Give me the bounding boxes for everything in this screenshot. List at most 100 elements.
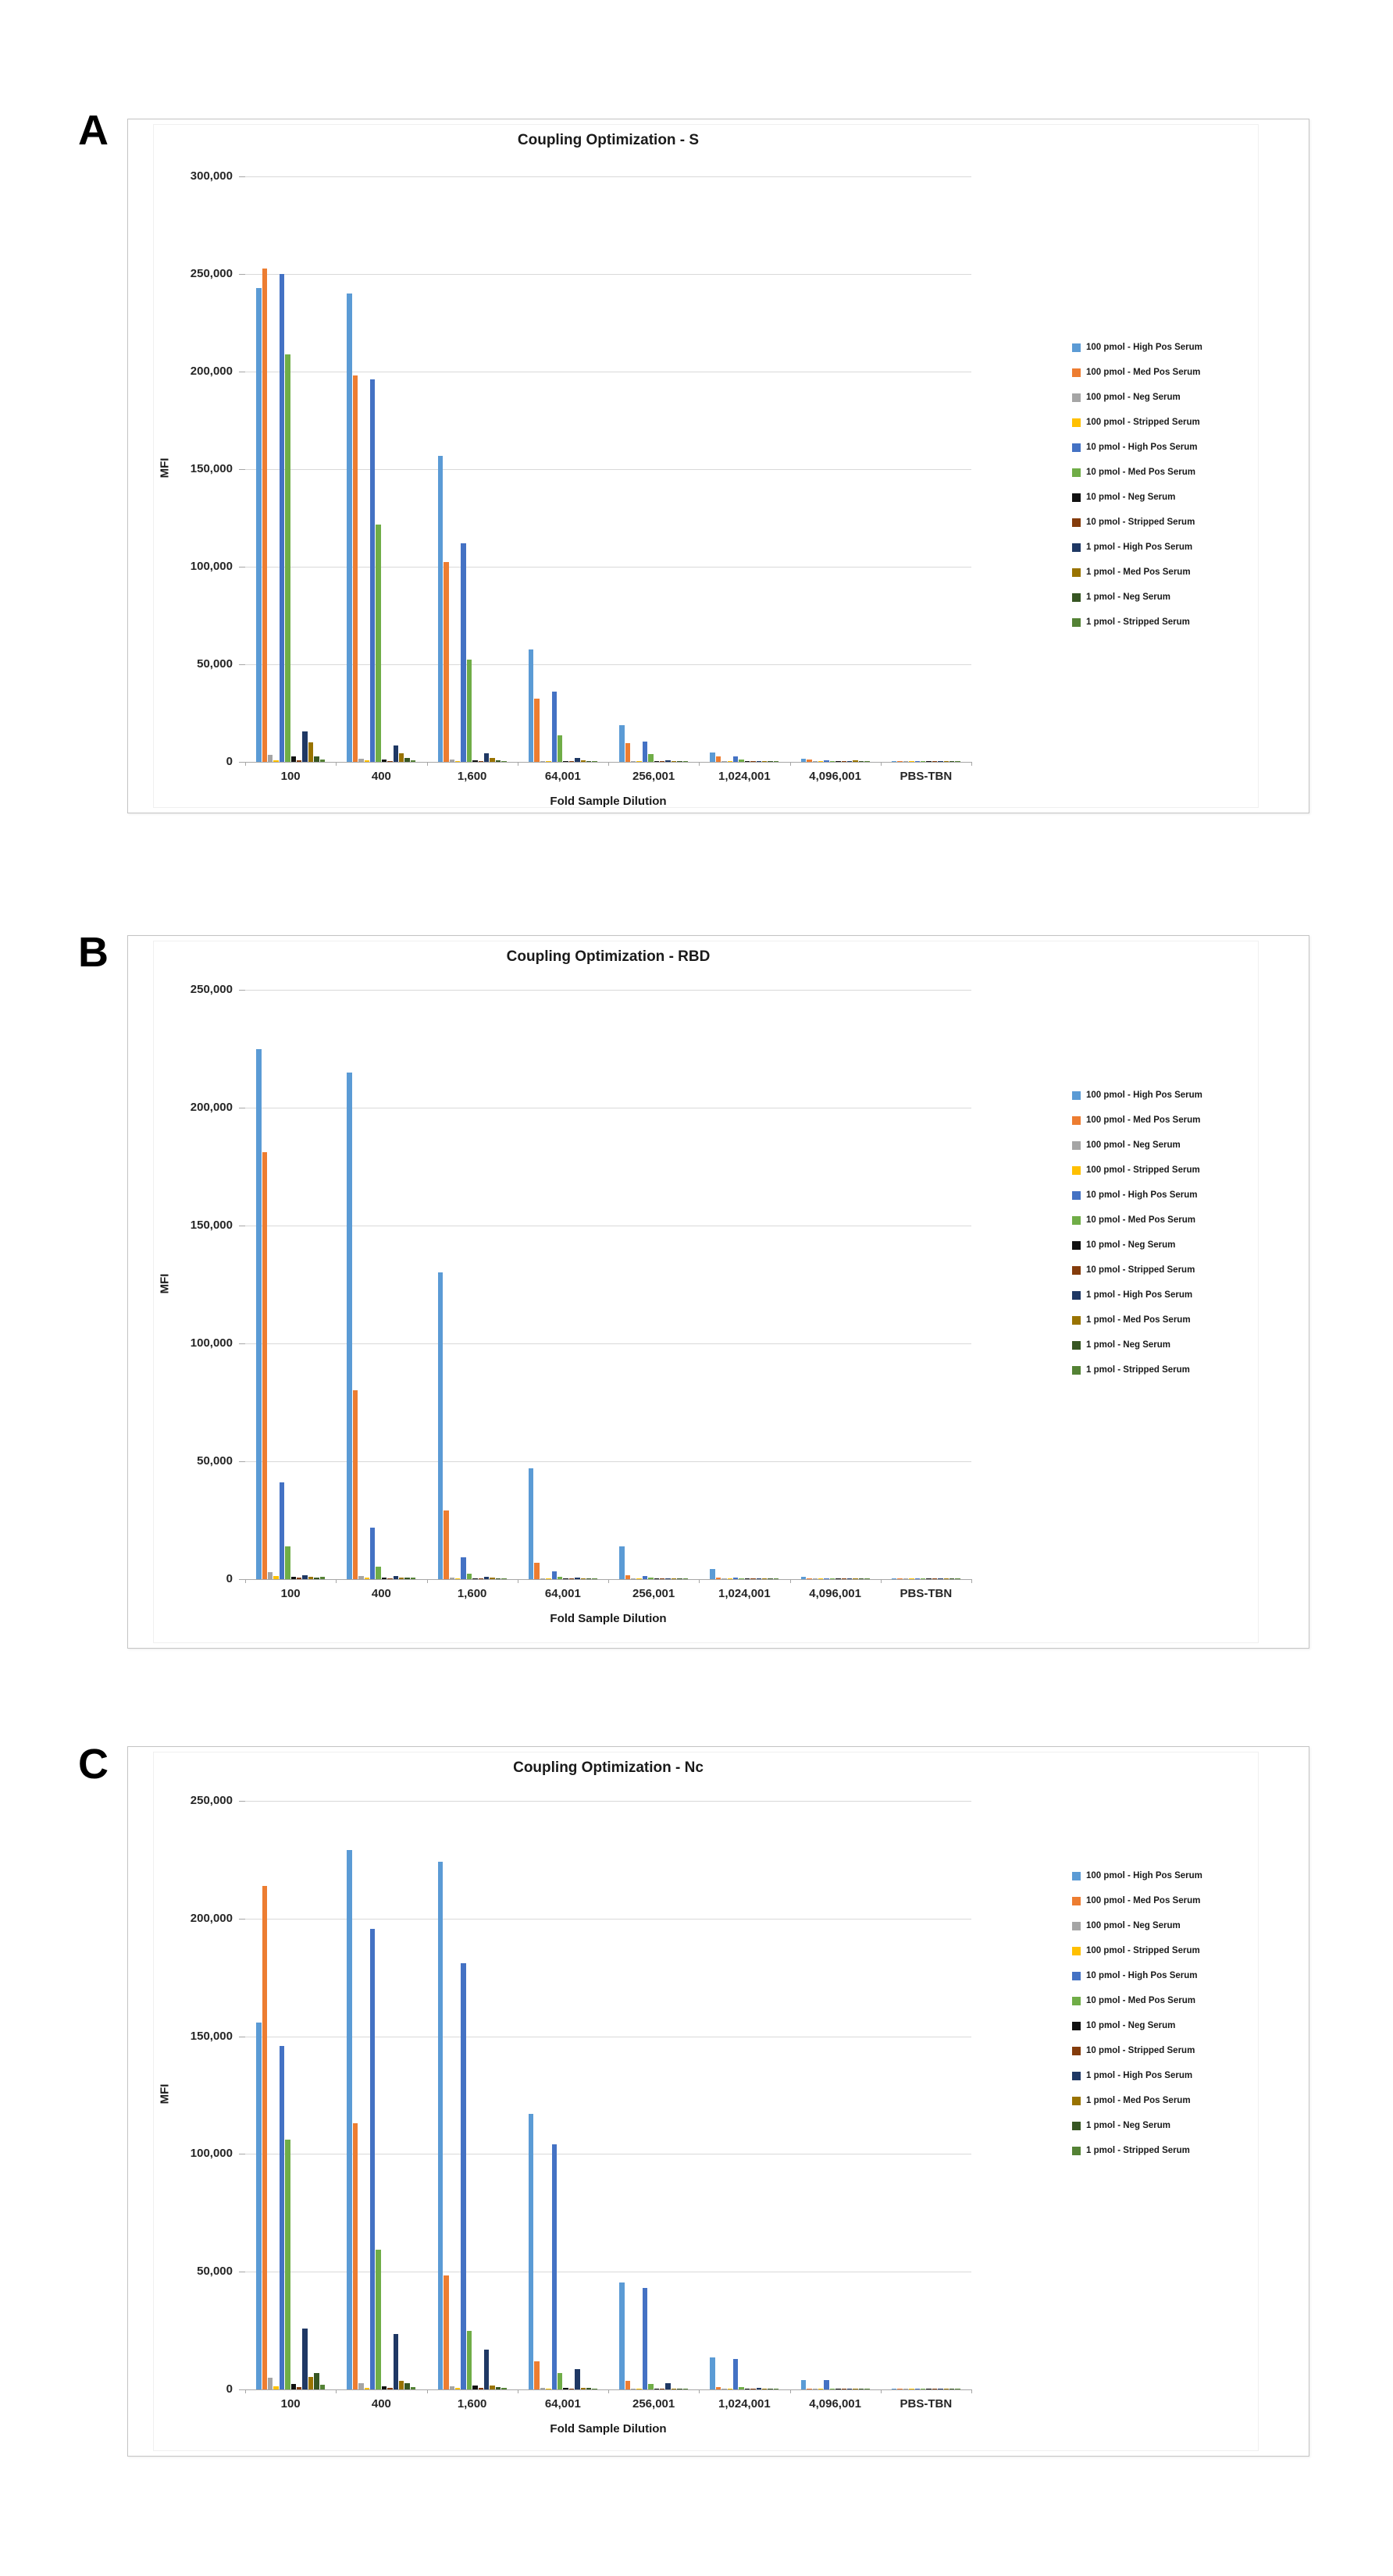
bar	[625, 1574, 631, 1579]
x-axis-tick	[426, 1579, 428, 1583]
bar	[381, 759, 387, 762]
bar	[273, 1576, 279, 1579]
chart-title: Coupling Optimization - Nc	[513, 1759, 704, 1776]
x-axis-tick	[971, 2389, 972, 2393]
bar	[835, 761, 841, 762]
bar	[551, 692, 557, 762]
panel-label-b: B	[78, 929, 109, 976]
bar	[897, 1578, 903, 1579]
legend-item: 1 pmol - Neg Serum	[1072, 2120, 1170, 2131]
plot-area	[245, 176, 971, 763]
bar	[483, 2349, 490, 2389]
bar	[370, 1929, 376, 2389]
gridline	[245, 1801, 971, 1802]
bar	[677, 1578, 682, 1579]
bar	[938, 761, 943, 762]
bar	[393, 1575, 399, 1579]
bar	[449, 760, 454, 762]
bar	[665, 2382, 671, 2389]
bar	[648, 1578, 654, 1579]
y-tick-label: 50,000	[197, 2265, 233, 2279]
legend-swatch	[1072, 2146, 1081, 2155]
bar	[297, 760, 302, 762]
bar	[824, 2379, 829, 2389]
legend-swatch	[1072, 2096, 1081, 2105]
legend-item: 10 pmol - Stripped Serum	[1072, 1265, 1195, 1276]
legend-item: 10 pmol - Med Pos Serum	[1072, 1215, 1195, 1226]
x-axis-tick	[789, 762, 791, 766]
bar	[756, 2387, 762, 2389]
bar	[665, 760, 671, 762]
legend-label: 100 pmol - Stripped Serum	[1086, 418, 1200, 427]
y-axis-tick	[239, 176, 245, 177]
bar	[891, 1578, 897, 1579]
bar	[483, 1576, 490, 1579]
x-axis-tick	[245, 762, 246, 766]
y-axis-tick	[239, 990, 245, 991]
bar	[625, 743, 631, 762]
bar	[528, 649, 534, 762]
bar	[297, 1578, 302, 1579]
bar	[949, 761, 955, 762]
legend-swatch	[1072, 1265, 1081, 1275]
legend-item: 1 pmol - Med Pos Serum	[1072, 1315, 1191, 1325]
bar	[568, 761, 575, 762]
bar	[903, 761, 909, 762]
bar	[575, 1578, 580, 1579]
bar	[642, 741, 648, 762]
y-tick-label: 150,000	[190, 1219, 233, 1232]
legend: 100 pmol - High Pos Serum 100 pmol - Med …	[1072, 1090, 1220, 1389]
legend-swatch	[1072, 1996, 1081, 2005]
legend-item: 10 pmol - Neg Serum	[1072, 1240, 1175, 1251]
bar	[739, 2386, 744, 2389]
gridline	[245, 664, 971, 665]
bar	[381, 1578, 387, 1579]
gridline	[245, 469, 971, 470]
legend-swatch	[1072, 1340, 1081, 1350]
legend: 100 pmol - High Pos Serum 100 pmol - Med …	[1072, 342, 1220, 642]
legend-item: 10 pmol - Med Pos Serum	[1072, 467, 1195, 478]
legend-item: 10 pmol - Med Pos Serum	[1072, 1995, 1195, 2006]
bar	[818, 761, 824, 762]
bar	[347, 1072, 352, 1579]
bar	[540, 2388, 546, 2389]
plot-area	[245, 1801, 971, 2390]
legend-label: 100 pmol - Stripped Serum	[1086, 1165, 1200, 1175]
legend-swatch	[1072, 1365, 1081, 1375]
legend-label: 10 pmol - Neg Serum	[1086, 1240, 1176, 1250]
bar	[472, 760, 478, 762]
y-tick-label: 100,000	[190, 2147, 233, 2161]
bar	[273, 760, 279, 762]
bar	[807, 1578, 812, 1579]
x-axis-tick	[880, 1579, 882, 1583]
bar	[715, 1577, 721, 1579]
y-tick-label: 200,000	[190, 1101, 233, 1114]
legend-label: 1 pmol - High Pos Serum	[1086, 2071, 1193, 2080]
x-category-label: 400	[371, 2397, 391, 2411]
bar	[568, 1578, 575, 1579]
legend-label: 1 pmol - High Pos Serum	[1086, 1290, 1193, 1300]
legend-item: 100 pmol - Med Pos Serum	[1072, 1895, 1200, 1906]
bar	[404, 2383, 410, 2389]
bar	[677, 761, 682, 762]
bar	[285, 2140, 290, 2389]
bar	[437, 1272, 444, 1579]
bar	[551, 2144, 557, 2389]
bar	[858, 761, 864, 762]
x-axis-tick	[426, 762, 428, 766]
bar	[364, 760, 370, 762]
bar	[399, 2380, 404, 2389]
legend-swatch	[1072, 2121, 1081, 2130]
y-tick-label: 150,000	[190, 462, 233, 475]
bar	[654, 1578, 660, 1579]
bar	[710, 2357, 715, 2389]
bar	[773, 761, 779, 762]
x-axis-title: Fold Sample Dilution	[550, 795, 667, 808]
bar	[466, 2330, 472, 2389]
panel-label-c: C	[78, 1741, 109, 1788]
bar	[347, 294, 352, 762]
legend-item: 1 pmol - Stripped Serum	[1072, 2145, 1190, 2156]
bar	[478, 2388, 483, 2389]
bar	[762, 761, 768, 762]
legend-label: 10 pmol - Neg Serum	[1086, 493, 1176, 502]
